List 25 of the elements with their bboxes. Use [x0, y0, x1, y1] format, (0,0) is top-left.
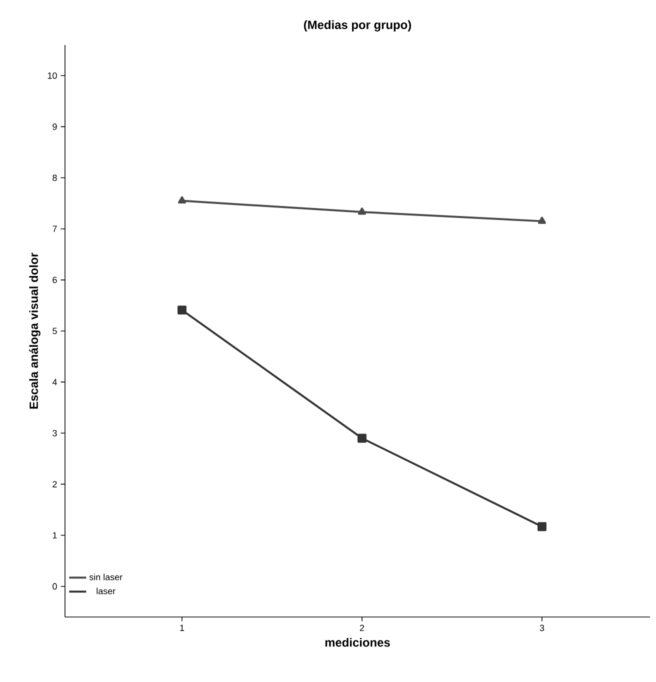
y-tick-label: 8 [52, 174, 57, 181]
point [538, 522, 546, 532]
x-tick-label: 1 [180, 624, 184, 631]
y-tick-label: 4 [52, 378, 57, 386]
point [178, 306, 186, 315]
y-tick-label: 1 [52, 532, 57, 538]
legend-label: sin laser [89, 574, 122, 580]
y-tick-label: 9 [52, 124, 57, 130]
chart-title: (Medias por grupo) [304, 20, 412, 32]
x-axis-title: mediciones [325, 638, 390, 647]
legend-label: laser [96, 588, 116, 594]
y-tick-label: 6 [52, 276, 57, 284]
x-tick-label: 3 [540, 624, 544, 632]
y-tick-label: 2 [52, 481, 57, 488]
y-tick-label: 7 [52, 226, 57, 232]
point [358, 434, 366, 443]
y-tick-label: 0 [52, 583, 57, 590]
y-tick-label: 5 [52, 328, 57, 334]
y-tick-label: 10 [48, 72, 57, 79]
point [538, 216, 546, 224]
x-tick-label: 2 [360, 624, 364, 632]
point [178, 196, 186, 204]
y-axis-title: Escala análoga visual dolor [29, 252, 40, 409]
point [358, 208, 366, 215]
y-tick-label: 3 [52, 430, 57, 436]
